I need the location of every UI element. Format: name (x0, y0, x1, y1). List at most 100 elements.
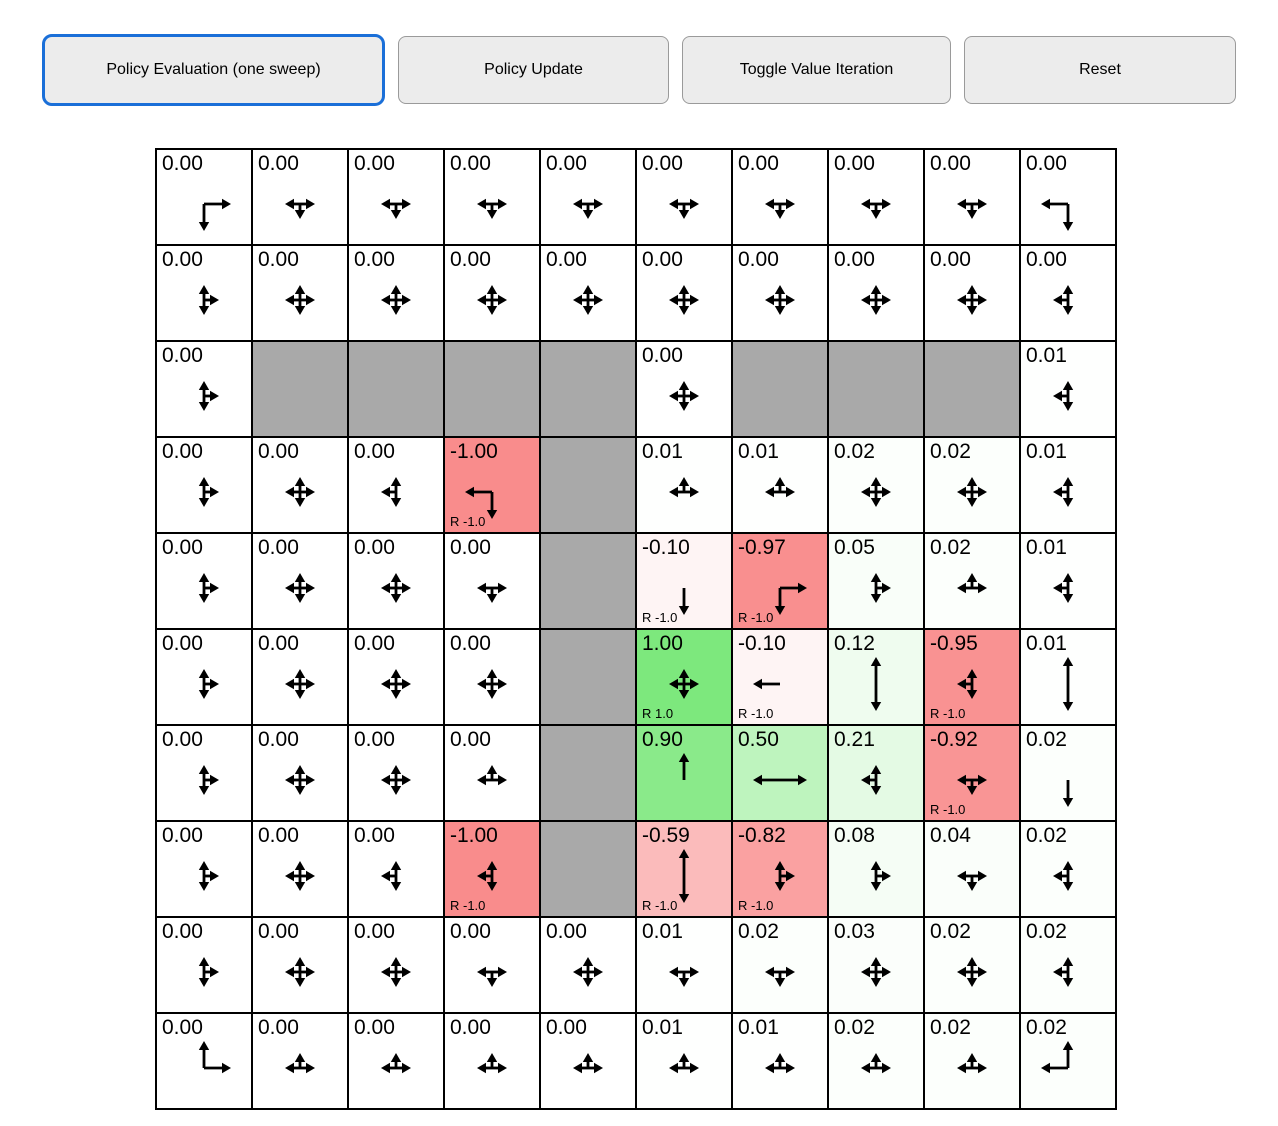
cell-value: 0.05 (834, 536, 875, 559)
cell-reward: R -1.0 (450, 898, 486, 913)
cell-value: 0.00 (354, 1016, 395, 1039)
policy-arrows-icon (669, 1052, 699, 1073)
policy-arrows-icon (1053, 284, 1074, 315)
grid-cell: 0.02 (1020, 917, 1116, 1013)
cell-reward: R -1.0 (642, 898, 678, 913)
grid-cell: 0.00 (252, 149, 348, 245)
cell-value: 0.00 (834, 152, 875, 175)
policy-arrows-icon (957, 572, 987, 593)
policy-arrows-icon (1041, 1040, 1074, 1073)
cell-value: 0.00 (1026, 248, 1067, 271)
grid-cell: 0.00 (1020, 149, 1116, 245)
policy-arrows-icon (198, 284, 219, 315)
reset-button[interactable]: Reset (964, 36, 1236, 104)
cell-value: 0.00 (354, 536, 395, 559)
policy-arrows-icon (285, 476, 315, 507)
grid-cell: 0.00 (252, 725, 348, 821)
grid-cell: 0.00 (348, 1013, 444, 1109)
grid-cell: 0.00 (156, 1013, 252, 1109)
policy-arrows-icon (678, 848, 690, 903)
cell-value: 0.02 (834, 440, 875, 463)
policy-update-button[interactable]: Policy Update (398, 36, 669, 104)
cell-value: 0.00 (642, 152, 683, 175)
grid-cell: 0.02 (732, 917, 828, 1013)
toggle-value-iteration-button[interactable]: Toggle Value Iteration (682, 36, 951, 104)
grid-cell: 1.00 R 1.0 (636, 629, 732, 725)
policy-arrows-icon (477, 966, 507, 987)
cell-value: 0.02 (834, 1016, 875, 1039)
policy-arrows-icon (669, 476, 699, 497)
policy-arrows-icon (669, 380, 699, 411)
grid-cell: 0.00 (156, 533, 252, 629)
cell-value: 0.01 (738, 1016, 779, 1039)
grid-cell: 0.02 (828, 437, 924, 533)
policy-arrows-icon (285, 1052, 315, 1073)
policy-arrows-icon (957, 774, 987, 795)
grid-cell: 0.02 (924, 917, 1020, 1013)
grid-cell: 0.02 (924, 437, 1020, 533)
policy-arrows-icon (774, 860, 795, 891)
cell-value: 0.21 (834, 728, 875, 751)
policy-arrows-icon (957, 198, 987, 219)
policy-arrows-icon (957, 476, 987, 507)
policy-arrows-icon (477, 284, 507, 315)
cell-value: 0.08 (834, 824, 875, 847)
cell-value: 0.00 (258, 728, 299, 751)
cell-value: -0.92 (930, 728, 978, 751)
grid-cell: 0.00 (156, 629, 252, 725)
cell-value: 0.00 (738, 248, 779, 271)
cell-value: -0.95 (930, 632, 978, 655)
policy-arrows-icon (198, 764, 219, 795)
grid-cell: 0.00 (348, 725, 444, 821)
policy-arrows-icon (861, 198, 891, 219)
grid-cell: -0.82 R -1.0 (732, 821, 828, 917)
grid-cell: 0.00 (732, 245, 828, 341)
grid-cell: 0.01 (636, 1013, 732, 1109)
cell-value: 0.00 (450, 920, 491, 943)
cell-value: 0.00 (162, 536, 203, 559)
grid-cell: 0.00 (348, 437, 444, 533)
cell-value: -0.10 (738, 632, 786, 655)
grid-cell: 0.05 (828, 533, 924, 629)
cell-value: 0.01 (1026, 440, 1067, 463)
wall-cell (540, 341, 636, 437)
grid-cell: 0.08 (828, 821, 924, 917)
cell-value: 0.03 (834, 920, 875, 943)
grid-cell: 0.01 (732, 1013, 828, 1109)
policy-arrows-icon (198, 476, 219, 507)
cell-value: 0.00 (354, 440, 395, 463)
policy-arrows-icon (861, 956, 891, 987)
cell-value: 0.00 (258, 536, 299, 559)
grid-cell: 0.00 (252, 245, 348, 341)
policy-evaluation-button[interactable]: Policy Evaluation (one sweep) (42, 34, 385, 106)
policy-arrows-icon (861, 476, 891, 507)
cell-value: 0.01 (642, 1016, 683, 1039)
cell-value: 0.00 (162, 440, 203, 463)
gridworld-grid: 0.00 0.00 0.00 0.00 0.00 0.00 0.00 0.00 0.00 0.00… (155, 148, 1117, 1110)
grid-cell: 0.00 (348, 533, 444, 629)
cell-value: 0.02 (1026, 920, 1067, 943)
grid-cell: 0.00 (348, 245, 444, 341)
policy-arrows-icon (477, 582, 507, 603)
policy-arrows-icon (870, 860, 891, 891)
policy-arrows-icon (753, 678, 780, 689)
cell-value: -1.00 (450, 440, 498, 463)
policy-arrows-icon (861, 1052, 891, 1073)
cell-value: 0.00 (258, 152, 299, 175)
grid-cell: 0.00 (444, 917, 540, 1013)
wall-cell (828, 341, 924, 437)
cell-value: 0.00 (1026, 152, 1067, 175)
policy-arrows-icon (774, 582, 807, 615)
policy-arrows-icon (198, 956, 219, 987)
policy-arrows-icon (1041, 198, 1074, 231)
grid-cell: 0.00 (540, 149, 636, 245)
policy-arrows-icon (765, 966, 795, 987)
grid-cell: 0.00 (156, 821, 252, 917)
cell-value: 0.00 (450, 632, 491, 655)
cell-value: 0.01 (1026, 536, 1067, 559)
cell-value: 0.00 (546, 248, 587, 271)
cell-value: 0.00 (162, 920, 203, 943)
policy-arrows-icon (381, 860, 402, 891)
cell-value: 0.01 (1026, 632, 1067, 655)
wall-cell (540, 821, 636, 917)
